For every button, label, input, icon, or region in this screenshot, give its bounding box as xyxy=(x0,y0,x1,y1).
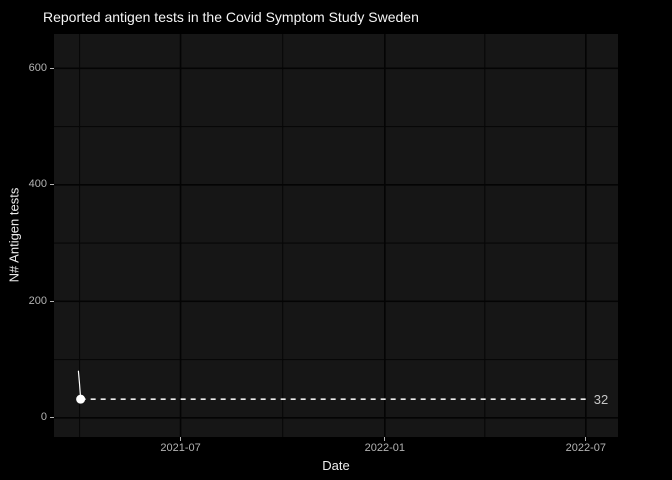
y-axis-title: N# Antigen tests xyxy=(6,187,22,283)
y-tick-label: 600 xyxy=(28,61,47,74)
x-tick-label: 2021-07 xyxy=(160,442,201,454)
plot-svg xyxy=(54,34,618,437)
x-tick-mark xyxy=(180,437,182,441)
x-tick-label: 2022-01 xyxy=(364,442,406,454)
y-tick-label: 0 xyxy=(40,411,47,424)
y-tick-mark xyxy=(50,417,54,419)
last-value-label: 32 xyxy=(593,391,609,407)
last-point-marker xyxy=(76,394,86,404)
x-tick-mark xyxy=(384,437,386,441)
y-tick-mark xyxy=(50,184,54,186)
y-tick-mark xyxy=(50,300,54,302)
x-axis-title: Date xyxy=(322,458,350,473)
x-tick-label: 2022-07 xyxy=(565,442,606,454)
plot-panel xyxy=(54,34,618,437)
y-tick-mark xyxy=(50,67,54,69)
chart-title: Reported antigen tests in the Covid Symp… xyxy=(43,9,419,25)
y-tick-label: 200 xyxy=(28,294,47,307)
series-line xyxy=(77,370,82,400)
x-tick-mark xyxy=(585,437,587,441)
y-tick-label: 400 xyxy=(28,178,47,191)
